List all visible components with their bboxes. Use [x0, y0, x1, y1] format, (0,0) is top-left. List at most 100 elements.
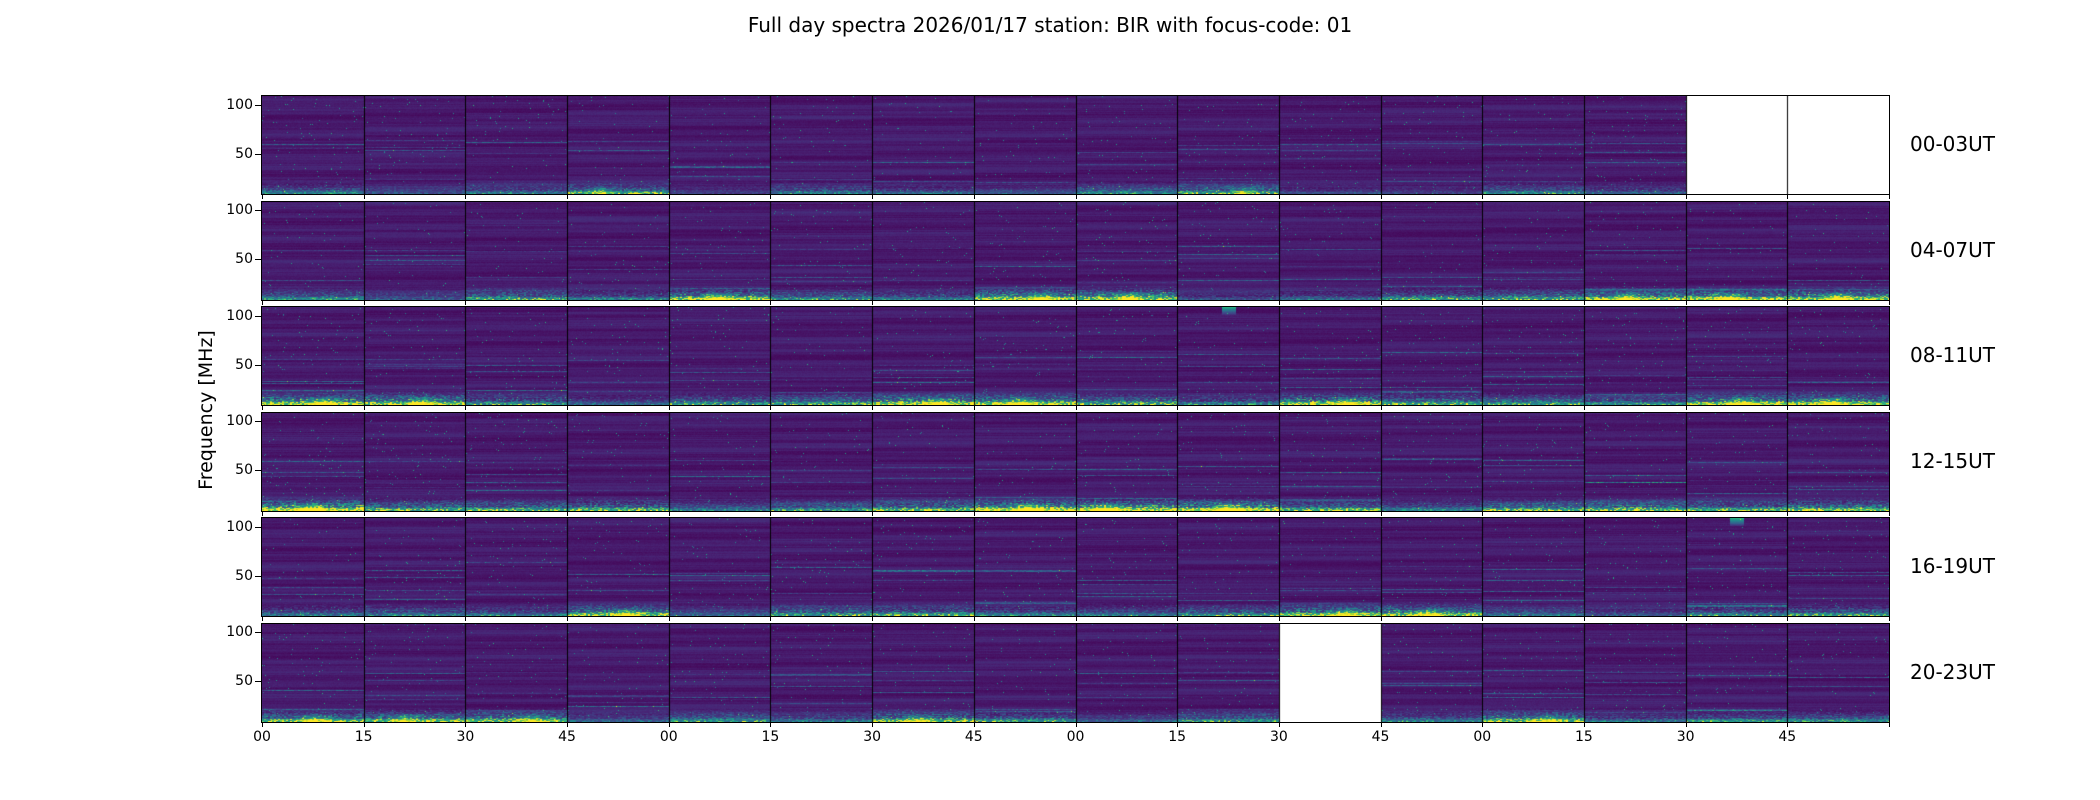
spectrogram-strip [261, 622, 1890, 723]
y-tick-label: 100 [226, 307, 253, 324]
x-tick-mark [465, 617, 466, 621]
y-tick-mark [255, 105, 261, 106]
x-tick-mark [669, 195, 670, 199]
x-tick-mark [1889, 511, 1890, 516]
x-tick-mark [1482, 406, 1483, 410]
x-tick-mark [1279, 722, 1280, 727]
x-tick-mark [1076, 406, 1077, 410]
x-tick-mark [465, 195, 466, 199]
x-tick-mark [872, 617, 873, 621]
x-tick-mark [1686, 511, 1687, 516]
y-axis-label: Frequency [MHz] [195, 330, 217, 490]
x-tick-mark [974, 722, 975, 727]
x-tick-mark [364, 511, 365, 516]
x-tick-mark [1787, 300, 1788, 305]
y-tick-mark [255, 365, 261, 366]
x-tick-mark [1482, 617, 1483, 621]
x-tick-mark [1584, 722, 1585, 727]
x-tick-mark [1686, 406, 1687, 410]
x-tick-mark [1076, 722, 1077, 727]
x-tick-label: 15 [761, 728, 780, 745]
x-tick-label: 00 [253, 728, 271, 745]
x-tick-mark [465, 722, 466, 727]
y-tick-mark [255, 316, 261, 317]
x-tick-mark [1686, 722, 1687, 727]
x-tick-mark [1584, 300, 1585, 305]
x-tick-mark [262, 722, 263, 727]
x-tick-mark [1889, 406, 1890, 410]
x-tick-mark [1889, 195, 1890, 199]
x-tick-label: 45 [558, 728, 576, 745]
y-tick-label: 100 [226, 518, 253, 535]
x-tick-mark [669, 617, 670, 621]
y-tick-mark [255, 421, 261, 422]
x-tick-mark [1787, 195, 1788, 199]
x-tick-mark [1177, 511, 1178, 516]
row-time-label: 12-15UT [1910, 448, 1995, 473]
x-tick-mark [1787, 722, 1788, 727]
x-tick-mark [465, 300, 466, 305]
x-tick-mark [872, 300, 873, 305]
x-tick-mark [1381, 511, 1382, 516]
y-tick-label: 50 [235, 673, 253, 690]
x-tick-mark [974, 300, 975, 305]
x-tick-mark [567, 406, 568, 410]
x-tick-mark [1482, 300, 1483, 305]
x-tick-label: 30 [456, 728, 475, 745]
x-tick-mark [465, 406, 466, 410]
x-tick-mark [974, 511, 975, 516]
x-tick-mark [770, 511, 771, 516]
x-tick-label: 45 [964, 728, 983, 745]
x-tick-mark [669, 406, 670, 410]
x-tick-mark [262, 406, 263, 410]
figure-title: Full day spectra 2026/01/17 station: BIR… [747, 13, 1353, 37]
x-tick-mark [770, 722, 771, 727]
x-tick-mark [1177, 406, 1178, 410]
x-tick-mark [1686, 300, 1687, 305]
row-time-label: 08-11UT [1910, 343, 1995, 367]
x-tick-mark [872, 406, 873, 410]
x-tick-mark [1686, 617, 1687, 621]
x-tick-label: 00 [659, 728, 678, 745]
x-tick-mark [1889, 722, 1890, 727]
y-tick-label: 50 [235, 145, 253, 162]
x-tick-mark [1686, 195, 1687, 199]
x-tick-mark [1076, 511, 1077, 516]
x-tick-mark [669, 722, 670, 727]
x-tick-mark [262, 300, 263, 305]
x-tick-mark [1381, 617, 1382, 621]
x-tick-label: 30 [1676, 728, 1695, 745]
x-tick-mark [1787, 406, 1788, 410]
x-tick-mark [1177, 300, 1178, 305]
x-tick-label: 15 [1575, 728, 1593, 745]
y-tick-mark [255, 154, 261, 155]
spectrogram-strip [261, 306, 1890, 406]
y-tick-mark [255, 681, 261, 682]
x-tick-mark [1482, 511, 1483, 516]
y-tick-label: 100 [226, 96, 253, 113]
x-tick-mark [1279, 406, 1280, 410]
x-tick-label: 00 [1473, 728, 1492, 745]
x-tick-mark [1381, 195, 1382, 199]
y-tick-label: 100 [226, 202, 253, 219]
x-tick-mark [1889, 300, 1890, 305]
y-tick-mark [255, 470, 261, 471]
row-time-label: 16-19UT [1910, 554, 1995, 578]
x-tick-label: 15 [1168, 728, 1187, 745]
x-tick-mark [364, 300, 365, 305]
x-tick-mark [669, 511, 670, 516]
x-tick-mark [974, 406, 975, 410]
spectrogram-strip [261, 95, 1890, 195]
x-tick-mark [1787, 511, 1788, 516]
x-tick-mark [1584, 617, 1585, 621]
x-tick-label: 30 [863, 728, 882, 745]
x-tick-mark [1787, 617, 1788, 621]
spectrogram-strip [261, 200, 1890, 301]
x-tick-mark [974, 195, 975, 199]
x-tick-mark [567, 195, 568, 199]
x-tick-mark [567, 617, 568, 621]
x-tick-mark [1279, 511, 1280, 516]
x-tick-label: 45 [1371, 728, 1390, 745]
x-tick-mark [1076, 300, 1077, 305]
spectrogram-strip [261, 517, 1890, 617]
